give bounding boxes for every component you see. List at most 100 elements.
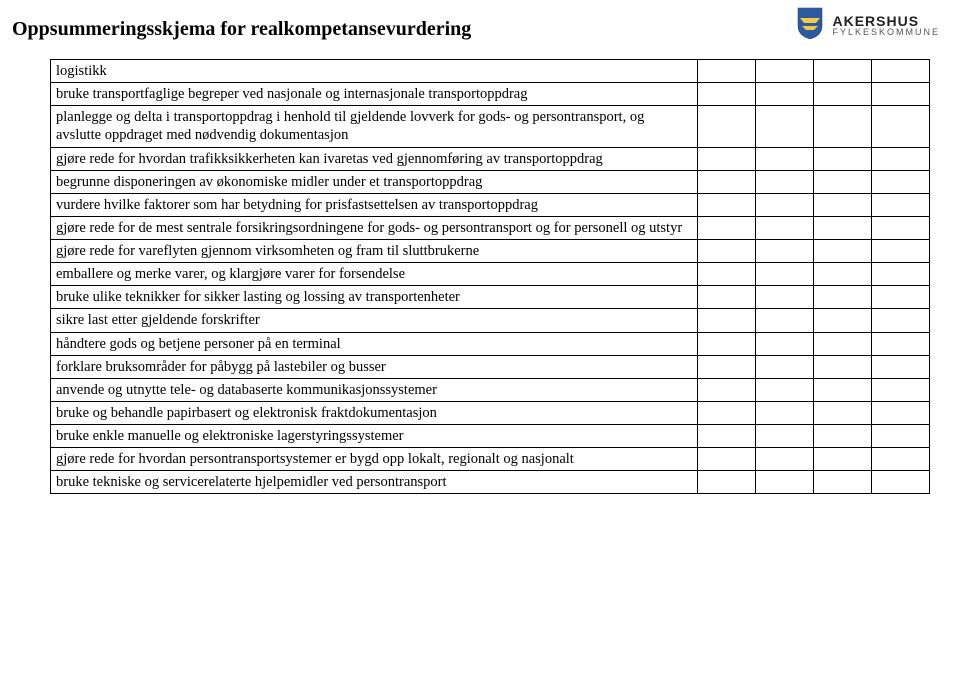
check-cell[interactable] <box>813 355 871 378</box>
check-cell[interactable] <box>697 83 755 106</box>
check-cell[interactable] <box>697 263 755 286</box>
check-cell[interactable] <box>755 355 813 378</box>
check-cell[interactable] <box>871 106 929 147</box>
table-row: bruke tekniske og servicerelaterte hjelp… <box>51 471 930 494</box>
check-cell[interactable] <box>697 240 755 263</box>
row-text: emballere og merke varer, og klargjøre v… <box>51 263 698 286</box>
table-row: håndtere gods og betjene personer på en … <box>51 332 930 355</box>
check-cell[interactable] <box>697 60 755 83</box>
check-cell[interactable] <box>697 448 755 471</box>
check-cell[interactable] <box>755 240 813 263</box>
check-cell[interactable] <box>697 216 755 239</box>
check-cell[interactable] <box>871 170 929 193</box>
check-cell[interactable] <box>813 83 871 106</box>
check-cell[interactable] <box>697 471 755 494</box>
check-cell[interactable] <box>697 378 755 401</box>
check-cell[interactable] <box>871 425 929 448</box>
row-text: sikre last etter gjeldende forskrifter <box>51 309 698 332</box>
check-cell[interactable] <box>755 263 813 286</box>
check-cell[interactable] <box>871 147 929 170</box>
check-cell[interactable] <box>871 448 929 471</box>
check-cell[interactable] <box>813 401 871 424</box>
check-cell[interactable] <box>871 193 929 216</box>
check-cell[interactable] <box>755 309 813 332</box>
check-cell[interactable] <box>813 60 871 83</box>
check-cell[interactable] <box>697 355 755 378</box>
row-text: bruke tekniske og servicerelaterte hjelp… <box>51 471 698 494</box>
logo-text-top: AKERSHUS <box>832 14 940 28</box>
check-cell[interactable] <box>697 332 755 355</box>
check-cell[interactable] <box>871 332 929 355</box>
check-cell[interactable] <box>697 147 755 170</box>
table-row: gjøre rede for de mest sentrale forsikri… <box>51 216 930 239</box>
check-cell[interactable] <box>871 309 929 332</box>
page-header: Oppsummeringsskjema for realkompetansevu… <box>0 0 960 49</box>
table-row: gjøre rede for hvordan persontransportsy… <box>51 448 930 471</box>
check-cell[interactable] <box>755 332 813 355</box>
check-cell[interactable] <box>813 378 871 401</box>
row-text: gjøre rede for vareflyten gjennom virkso… <box>51 240 698 263</box>
check-cell[interactable] <box>871 401 929 424</box>
check-cell[interactable] <box>813 309 871 332</box>
check-cell[interactable] <box>755 193 813 216</box>
check-cell[interactable] <box>871 263 929 286</box>
table-row: planlegge og delta i transportoppdrag i … <box>51 106 930 147</box>
row-text: håndtere gods og betjene personer på en … <box>51 332 698 355</box>
check-cell[interactable] <box>697 425 755 448</box>
logo-text-bottom: FYLKESKOMMUNE <box>832 28 940 37</box>
table-row: gjøre rede for vareflyten gjennom virkso… <box>51 240 930 263</box>
check-cell[interactable] <box>755 425 813 448</box>
check-cell[interactable] <box>755 401 813 424</box>
check-cell[interactable] <box>755 147 813 170</box>
check-cell[interactable] <box>813 147 871 170</box>
shield-icon <box>796 6 824 45</box>
check-cell[interactable] <box>697 170 755 193</box>
row-text: bruke ulike teknikker for sikker lasting… <box>51 286 698 309</box>
table-row: emballere og merke varer, og klargjøre v… <box>51 263 930 286</box>
check-cell[interactable] <box>813 170 871 193</box>
check-cell[interactable] <box>871 355 929 378</box>
check-cell[interactable] <box>755 170 813 193</box>
check-cell[interactable] <box>813 286 871 309</box>
check-cell[interactable] <box>697 286 755 309</box>
row-text: forklare bruksområder for påbygg på last… <box>51 355 698 378</box>
check-cell[interactable] <box>697 193 755 216</box>
check-cell[interactable] <box>755 378 813 401</box>
check-cell[interactable] <box>755 448 813 471</box>
check-cell[interactable] <box>697 309 755 332</box>
row-text: bruke og behandle papirbasert og elektro… <box>51 401 698 424</box>
table-row: bruke og behandle papirbasert og elektro… <box>51 401 930 424</box>
check-cell[interactable] <box>813 332 871 355</box>
check-cell[interactable] <box>813 425 871 448</box>
check-cell[interactable] <box>813 240 871 263</box>
check-cell[interactable] <box>697 401 755 424</box>
row-text: planlegge og delta i transportoppdrag i … <box>51 106 698 147</box>
assessment-table: logistikkbruke transportfaglige begreper… <box>50 59 930 494</box>
check-cell[interactable] <box>871 286 929 309</box>
check-cell[interactable] <box>755 286 813 309</box>
check-cell[interactable] <box>813 106 871 147</box>
check-cell[interactable] <box>755 60 813 83</box>
check-cell[interactable] <box>871 83 929 106</box>
check-cell[interactable] <box>871 60 929 83</box>
row-text: anvende og utnytte tele- og databaserte … <box>51 378 698 401</box>
check-cell[interactable] <box>813 471 871 494</box>
check-cell[interactable] <box>755 106 813 147</box>
row-text: vurdere hvilke faktorer som har betydnin… <box>51 193 698 216</box>
logo-text: AKERSHUS FYLKESKOMMUNE <box>832 14 940 37</box>
check-cell[interactable] <box>871 240 929 263</box>
check-cell[interactable] <box>813 216 871 239</box>
check-cell[interactable] <box>697 106 755 147</box>
table-row: begrunne disponeringen av økonomiske mid… <box>51 170 930 193</box>
check-cell[interactable] <box>755 83 813 106</box>
check-cell[interactable] <box>813 193 871 216</box>
check-cell[interactable] <box>755 471 813 494</box>
check-cell[interactable] <box>813 263 871 286</box>
check-cell[interactable] <box>755 216 813 239</box>
table-row: bruke ulike teknikker for sikker lasting… <box>51 286 930 309</box>
check-cell[interactable] <box>813 448 871 471</box>
check-cell[interactable] <box>871 378 929 401</box>
row-text: gjøre rede for hvordan trafikksikkerhete… <box>51 147 698 170</box>
check-cell[interactable] <box>871 216 929 239</box>
check-cell[interactable] <box>871 471 929 494</box>
